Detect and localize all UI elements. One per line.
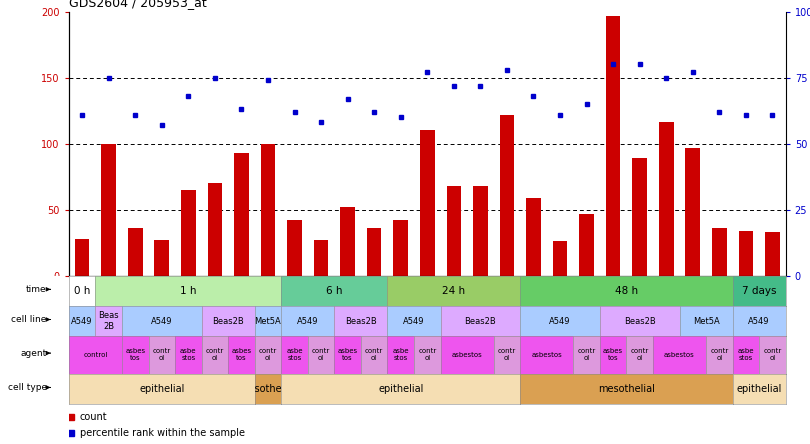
Text: 0 h: 0 h bbox=[74, 286, 90, 296]
Text: Beas2B: Beas2B bbox=[212, 317, 244, 325]
Bar bbox=[633, 158, 647, 276]
Bar bbox=[155, 240, 169, 276]
Bar bbox=[579, 214, 594, 276]
Text: contr
ol: contr ol bbox=[763, 349, 782, 361]
Text: A549: A549 bbox=[748, 317, 770, 325]
Bar bbox=[234, 153, 249, 276]
Text: 24 h: 24 h bbox=[442, 286, 466, 296]
Text: asbe
stos: asbe stos bbox=[738, 349, 754, 361]
Bar bbox=[101, 144, 116, 276]
Text: contr
ol: contr ol bbox=[710, 349, 728, 361]
Text: asbe
stos: asbe stos bbox=[180, 349, 197, 361]
Text: mesothelial: mesothelial bbox=[598, 384, 654, 394]
Text: asbes
tos: asbes tos bbox=[338, 349, 358, 361]
Bar bbox=[685, 147, 700, 276]
Bar bbox=[606, 16, 620, 276]
Text: contr
ol: contr ol bbox=[498, 349, 516, 361]
Text: A549: A549 bbox=[549, 317, 571, 325]
Text: contr
ol: contr ol bbox=[630, 349, 649, 361]
Text: contr
ol: contr ol bbox=[259, 349, 277, 361]
Text: A549: A549 bbox=[151, 317, 173, 325]
Text: contr
ol: contr ol bbox=[418, 349, 437, 361]
Text: contr
ol: contr ol bbox=[152, 349, 171, 361]
Bar bbox=[526, 198, 541, 276]
Text: asbe
stos: asbe stos bbox=[393, 349, 409, 361]
Text: Beas2B: Beas2B bbox=[624, 317, 655, 325]
Text: asbestos: asbestos bbox=[664, 352, 695, 358]
Text: 48 h: 48 h bbox=[615, 286, 638, 296]
Bar bbox=[394, 220, 408, 276]
Text: Beas2B: Beas2B bbox=[345, 317, 377, 325]
Text: asbestos: asbestos bbox=[531, 352, 562, 358]
Text: cell line: cell line bbox=[11, 315, 47, 324]
Text: GDS2604 / 205953_at: GDS2604 / 205953_at bbox=[69, 0, 207, 9]
Bar bbox=[500, 115, 514, 276]
Text: agent: agent bbox=[20, 349, 47, 357]
Text: control: control bbox=[83, 352, 108, 358]
Text: Beas
2B: Beas 2B bbox=[98, 311, 119, 331]
Bar bbox=[420, 131, 435, 276]
Bar bbox=[765, 232, 780, 276]
Text: contr
ol: contr ol bbox=[365, 349, 383, 361]
Text: contr
ol: contr ol bbox=[312, 349, 330, 361]
Bar bbox=[340, 207, 355, 276]
Text: asbestos: asbestos bbox=[452, 352, 483, 358]
Bar bbox=[473, 186, 488, 276]
Text: contr
ol: contr ol bbox=[578, 349, 595, 361]
Text: contr
ol: contr ol bbox=[206, 349, 224, 361]
Bar bbox=[659, 123, 674, 276]
Text: asbe
stos: asbe stos bbox=[286, 349, 303, 361]
Text: 6 h: 6 h bbox=[326, 286, 343, 296]
Text: asbes
tos: asbes tos bbox=[232, 349, 251, 361]
Text: epithelial: epithelial bbox=[736, 384, 782, 394]
Bar bbox=[313, 240, 328, 276]
Bar bbox=[446, 186, 461, 276]
Text: time: time bbox=[26, 285, 47, 294]
Bar bbox=[128, 228, 143, 276]
Text: asbes
tos: asbes tos bbox=[126, 349, 145, 361]
Text: count: count bbox=[80, 412, 108, 422]
Text: mesothelial: mesothelial bbox=[240, 384, 296, 394]
Bar bbox=[181, 190, 196, 276]
Text: A549: A549 bbox=[403, 317, 424, 325]
Text: cell type: cell type bbox=[7, 383, 47, 392]
Text: Beas2B: Beas2B bbox=[464, 317, 497, 325]
Bar bbox=[261, 144, 275, 276]
Bar bbox=[552, 242, 567, 276]
Text: Met5A: Met5A bbox=[693, 317, 719, 325]
Text: A549: A549 bbox=[297, 317, 318, 325]
Text: asbes
tos: asbes tos bbox=[603, 349, 623, 361]
Bar bbox=[367, 228, 382, 276]
Text: Met5A: Met5A bbox=[254, 317, 281, 325]
Text: epithelial: epithelial bbox=[378, 384, 424, 394]
Bar bbox=[207, 183, 222, 276]
Text: A549: A549 bbox=[71, 317, 93, 325]
Text: percentile rank within the sample: percentile rank within the sample bbox=[80, 428, 245, 438]
Bar bbox=[288, 220, 302, 276]
Text: 1 h: 1 h bbox=[180, 286, 197, 296]
Bar bbox=[75, 239, 89, 276]
Text: epithelial: epithelial bbox=[139, 384, 185, 394]
Bar bbox=[712, 228, 727, 276]
Text: 7 days: 7 days bbox=[742, 286, 777, 296]
Bar bbox=[739, 231, 753, 276]
